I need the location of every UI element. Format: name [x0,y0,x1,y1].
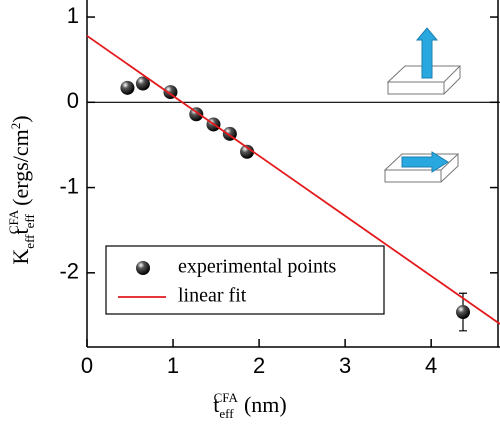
x-label-part: t [213,392,219,417]
legend-label: linear fit [178,285,247,307]
y-label-part: t [8,228,33,234]
y-label-part: eff [22,213,37,228]
y-label-part: ) [8,115,33,122]
inset-icons [383,27,462,183]
data-point [240,144,255,159]
y-tick-label: 0 [67,88,79,113]
x-label-part: CFA [214,390,239,405]
y-label-part: eff [22,234,37,249]
y-label-part: CFA [6,209,21,234]
x-tick-label: 0 [81,353,93,378]
y-label-part: (ergs/cm [8,129,33,206]
x-label-part: (nm) [244,392,287,417]
fit-line [86,35,500,325]
y-label-part: K [8,249,33,265]
legend-box [105,245,385,315]
legend-label: experimental points [178,256,337,278]
data-point [135,76,150,91]
y-tick-label: 1 [67,3,79,28]
data-point [189,107,204,122]
x-label-part: eff [219,406,234,421]
x-tick-label: 3 [339,353,351,378]
x-tick-label: 4 [425,353,437,378]
x-tick-label: 1 [167,353,179,378]
x-axis-label: teffCFA (nm) [213,390,286,421]
y-axis-label: KeffteffCFA (ergs/cm2) [6,115,37,264]
y-label-part: 2 [8,123,23,130]
legend-marker [136,261,150,275]
y-tick-label: -1 [59,173,79,198]
data-point [456,305,471,320]
y-tick-label: -2 [59,259,79,284]
data-point [120,80,135,95]
x-tick-label: 2 [253,353,265,378]
